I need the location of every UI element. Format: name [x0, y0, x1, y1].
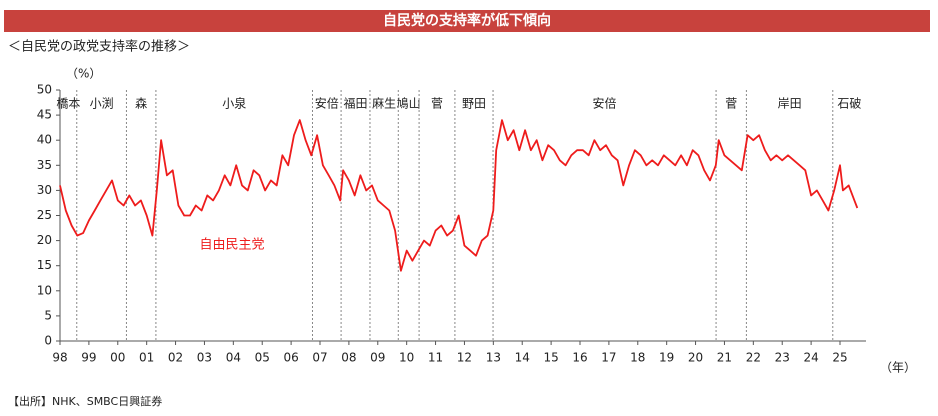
- y-tick-label: 20: [37, 233, 52, 247]
- x-tick-label: 15: [543, 351, 558, 365]
- pm-label: 岸田: [778, 97, 802, 111]
- x-tick-label: 24: [803, 351, 818, 365]
- y-tick-label: 30: [37, 183, 52, 197]
- pm-label: 麻生: [372, 96, 396, 111]
- y-tick-label: 50: [37, 83, 52, 97]
- pm-label: 菅: [725, 97, 737, 111]
- pm-label: 小泉: [222, 97, 246, 111]
- chart-title: 自民党の支持率が低下傾向: [383, 12, 551, 29]
- pm-label: 安倍: [593, 96, 617, 111]
- x-tick-label: 04: [226, 351, 241, 365]
- y-tick-label: 0: [44, 334, 52, 348]
- x-tick-label: 06: [283, 351, 298, 365]
- x-tick-label: 22: [746, 351, 761, 365]
- x-tick-label: 98: [52, 351, 67, 365]
- pm-label: 福田: [344, 96, 368, 111]
- y-tick-label: 25: [37, 208, 52, 222]
- x-tick-label: 11: [428, 351, 443, 365]
- pm-label: 石破: [837, 96, 861, 111]
- x-tick-label: 02: [168, 351, 183, 365]
- x-tick-label: 19: [659, 351, 674, 365]
- pm-label: 森: [135, 96, 147, 111]
- pm-label: 安倍: [315, 96, 339, 111]
- y-tick-label: 5: [44, 308, 52, 322]
- x-tick-label: 16: [572, 351, 587, 365]
- pm-label: 橋本: [56, 97, 80, 111]
- x-tick-label: 17: [601, 351, 616, 365]
- x-tick-label: 05: [255, 351, 270, 365]
- x-tick-label: 13: [486, 351, 501, 365]
- x-tick-label: 12: [457, 351, 472, 365]
- y-tick-label: 40: [37, 133, 52, 147]
- x-tick-label: 03: [197, 351, 212, 365]
- data-line: [59, 119, 859, 272]
- x-tick-label: 00: [110, 351, 125, 365]
- y-axis-label: （%）: [66, 67, 101, 81]
- x-tick-label: 10: [399, 351, 414, 365]
- y-tick-label: 10: [37, 283, 52, 297]
- y-tick-label: 15: [37, 258, 52, 272]
- y-tick-label: 35: [37, 158, 52, 172]
- x-tick-label: 18: [630, 351, 645, 365]
- x-tick-label: 14: [515, 351, 530, 365]
- y-tick-label: 45: [37, 108, 52, 122]
- x-axis-label: （年）: [880, 361, 916, 375]
- x-tick-label: 09: [370, 351, 385, 365]
- pm-label: 鳩山: [397, 97, 421, 111]
- pm-label: 小渕: [90, 97, 114, 111]
- x-tick-label: 01: [139, 351, 154, 365]
- x-tick-label: 08: [341, 351, 356, 365]
- source: 【出所】NHK、SMBC日興証券: [8, 394, 162, 408]
- x-tick-label: 25: [832, 351, 847, 365]
- x-tick-label: 23: [775, 351, 790, 365]
- x-tick-label: 07: [312, 351, 327, 365]
- subtitle: ＜自民党の政党支持率の推移＞: [8, 39, 190, 55]
- x-tick-label: 99: [81, 351, 96, 365]
- x-tick-label: 20: [688, 351, 703, 365]
- x-tick-label: 21: [717, 351, 732, 365]
- series-label: 自由民主党: [199, 238, 264, 253]
- title-banner: [4, 10, 930, 32]
- pm-label: 野田: [462, 97, 486, 111]
- pm-label: 菅: [431, 97, 443, 111]
